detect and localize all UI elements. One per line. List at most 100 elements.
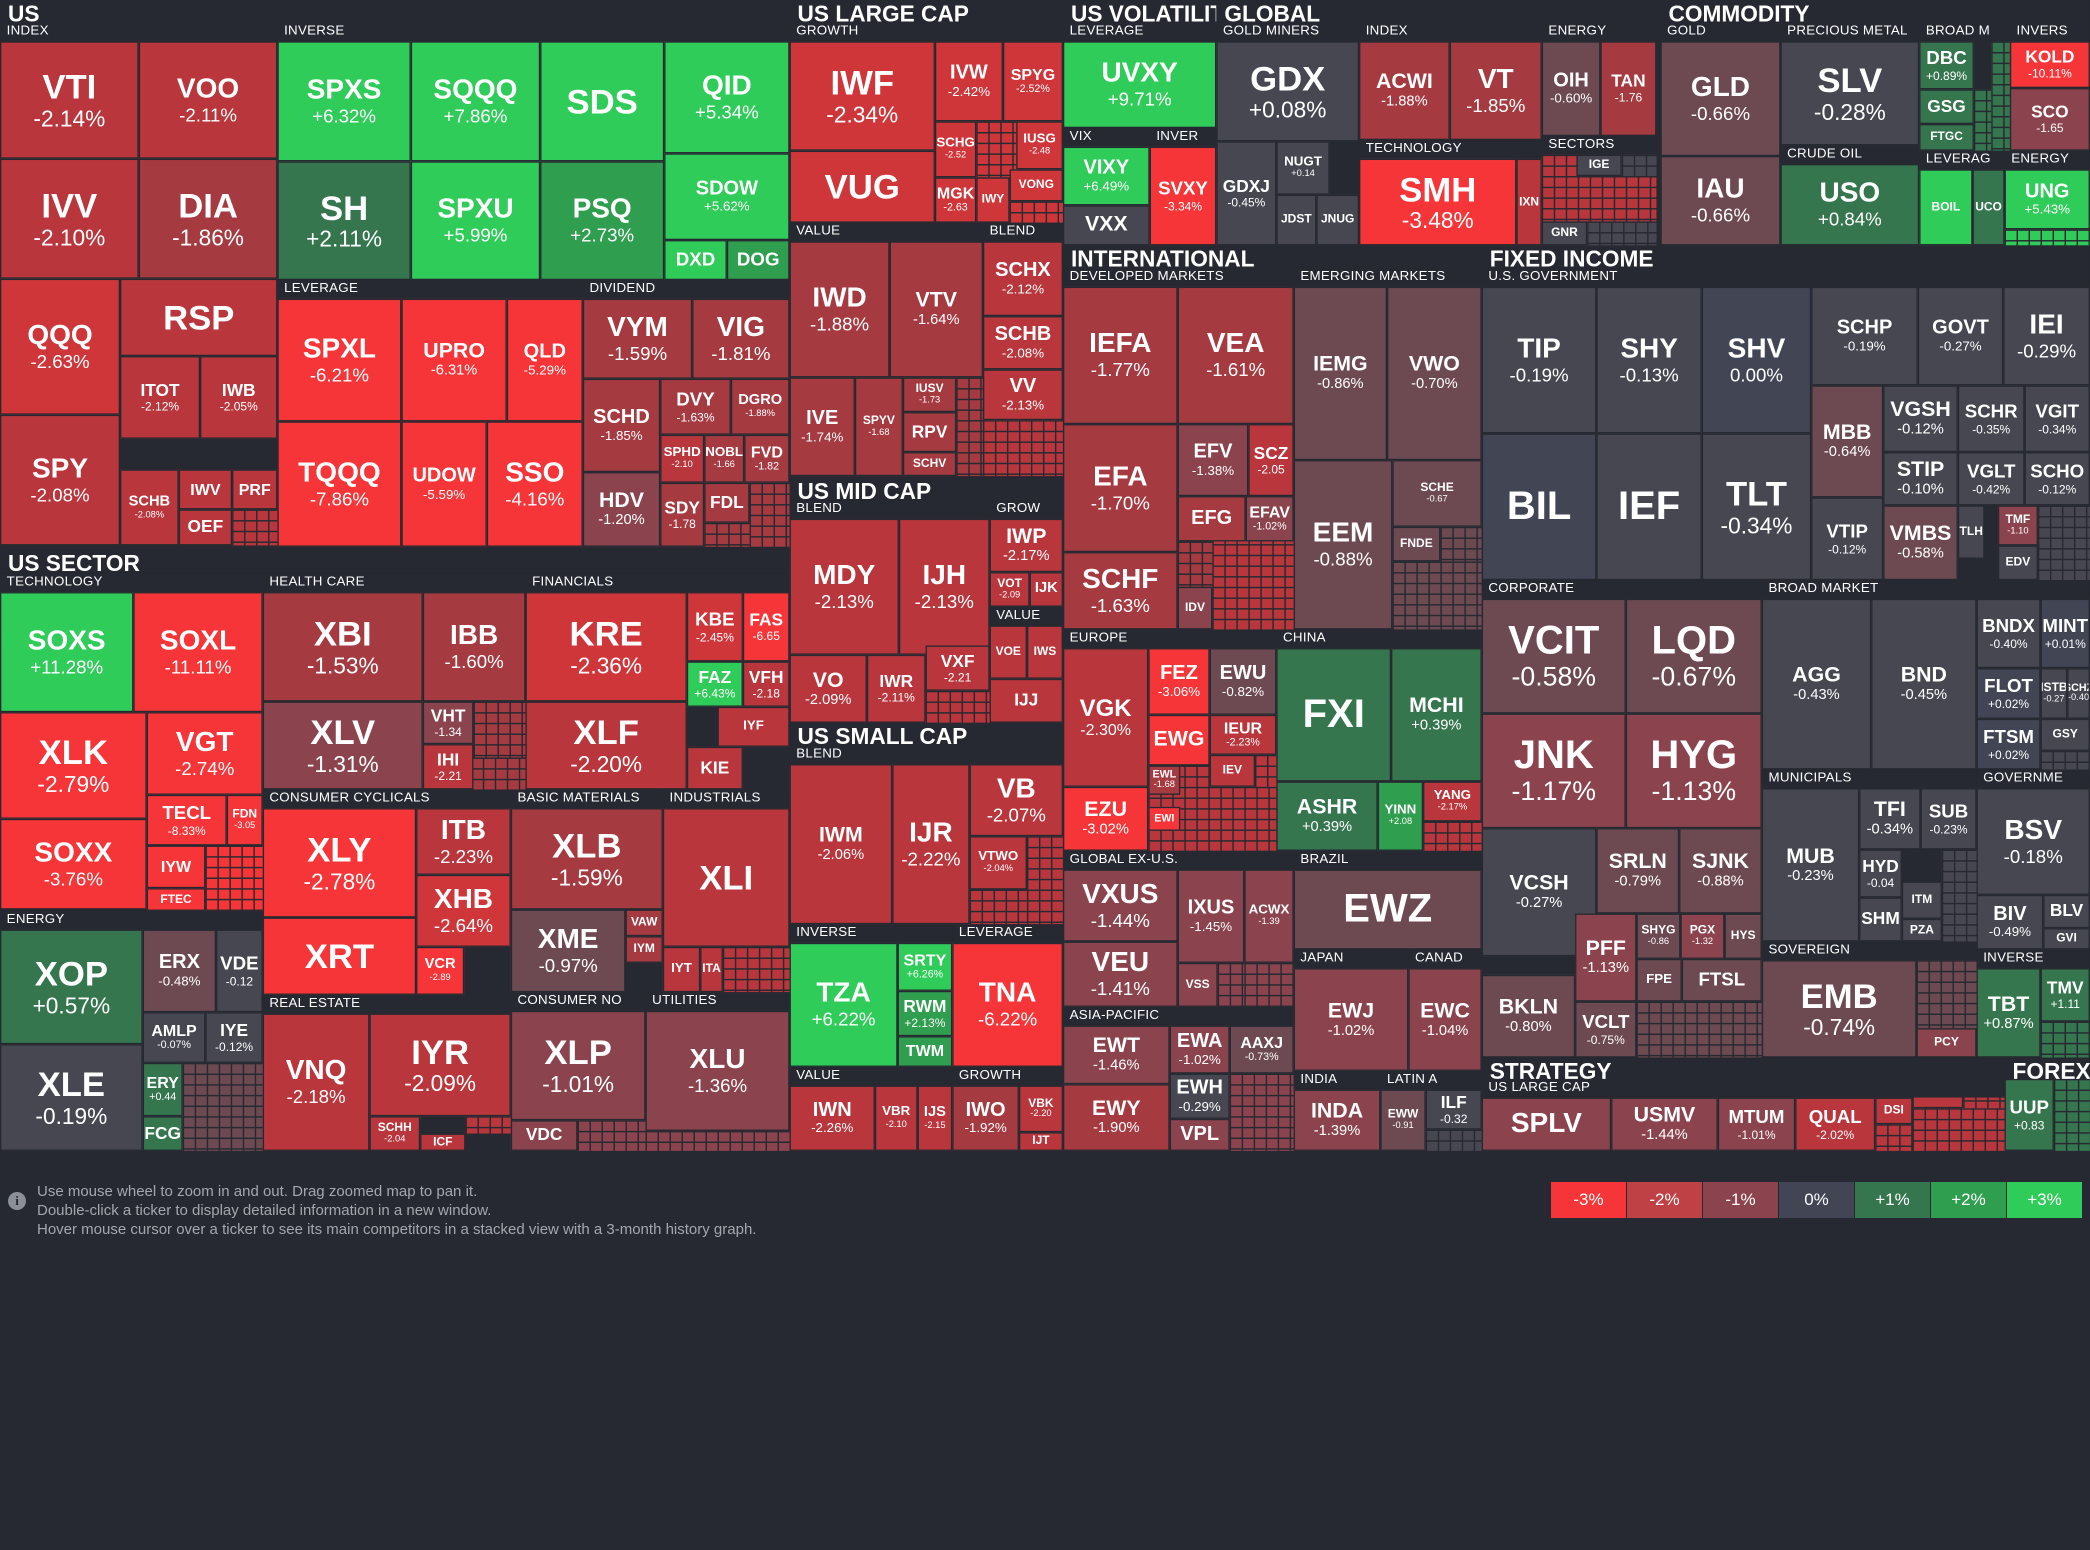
ticker-tile-ashr[interactable]: ASHR +0.39%: [1276, 781, 1378, 851]
ticker-tile-fnde[interactable]: FNDE: [1392, 526, 1441, 562]
ticker-tile-spxl[interactable]: SPXL -6.21%: [277, 298, 402, 422]
ticker-tile-ive[interactable]: IVE -1.74%: [789, 377, 855, 477]
ticker-tile-schb[interactable]: SCHB -2.08%: [120, 469, 179, 546]
ticker-tile-iev[interactable]: IEV: [1209, 754, 1256, 787]
small-tiles-cluster[interactable]: [722, 946, 790, 993]
subgroup-header[interactable]: FINANCIALS: [525, 573, 790, 593]
subgroup-header[interactable]: INDUSTRIALS: [662, 789, 790, 809]
ticker-tile-prf[interactable]: PRF: [232, 469, 278, 510]
ticker-tile-ewu[interactable]: EWU -0.82%: [1209, 648, 1277, 715]
ticker-tile-mchi[interactable]: MCHI +0.39%: [1391, 648, 1482, 782]
ticker-tile-pgx[interactable]: PGX -1.32: [1680, 913, 1725, 959]
small-tiles-cluster[interactable]: [969, 889, 1027, 925]
ticker-tile-vxus[interactable]: VXUS -1.44%: [1062, 869, 1178, 942]
ticker-tile-schx[interactable]: SCHX -2.12%: [982, 241, 1063, 317]
ticker-tile-tmf[interactable]: TMF -1.10: [1997, 505, 2038, 546]
ticker-tile-ivw[interactable]: IVW -2.42%: [934, 41, 1003, 122]
group-header[interactable]: COMMODITY: [1660, 0, 2090, 23]
small-tiles-cluster[interactable]: [1587, 221, 1657, 246]
ticker-tile-fez[interactable]: FEZ -3.06%: [1148, 648, 1210, 715]
ticker-tile-kbe[interactable]: KBE -2.45%: [686, 592, 743, 662]
small-tiles-cluster[interactable]: [205, 845, 263, 911]
ticker-tile-vgt[interactable]: VGT -2.74%: [146, 712, 263, 795]
ticker-tile-uco[interactable]: UCO: [1972, 169, 2005, 246]
ticker-tile-iefa[interactable]: IEFA -1.77%: [1062, 286, 1178, 425]
ticker-tile-ewt[interactable]: EWT -1.46%: [1062, 1025, 1170, 1085]
ticker-tile-sche[interactable]: SCHE -0.67: [1392, 460, 1482, 527]
subgroup-header[interactable]: VALUE: [789, 222, 983, 242]
ticker-tile-gld[interactable]: GLD -0.66%: [1660, 41, 1781, 157]
ticker-tile-vaw[interactable]: VAW: [625, 909, 663, 937]
ticker-tile-vpl[interactable]: VPL: [1169, 1118, 1230, 1151]
small-tiles-cluster[interactable]: [577, 1120, 646, 1151]
small-tiles-cluster[interactable]: [956, 377, 983, 477]
group-header[interactable]: US SMALL CAP: [789, 722, 1063, 746]
ticker-tile-fpe[interactable]: FPE: [1636, 958, 1682, 1002]
ticker-tile-jdst[interactable]: JDST: [1276, 194, 1317, 246]
ticker-tile-xlv[interactable]: XLV -1.31%: [262, 701, 423, 790]
small-tiles-cluster[interactable]: [976, 121, 1017, 178]
ticker-tile-dia[interactable]: DIA -1.86%: [138, 158, 278, 279]
ticker-tile-boil[interactable]: BOIL: [1919, 169, 1973, 246]
ticker-tile-ijr[interactable]: IJR -2.22%: [892, 764, 970, 925]
ticker-tile-nugt[interactable]: NUGT +0.14: [1276, 141, 1330, 195]
ticker-tile-acwx[interactable]: ACWX -1.39: [1244, 869, 1294, 963]
subgroup-header[interactable]: GROW: [989, 500, 1063, 519]
ticker-tile-gnr[interactable]: GNR: [1541, 221, 1588, 246]
subgroup-header[interactable]: BLEND: [789, 500, 990, 519]
ticker-tile-schz[interactable]: SCHZ-0.40: [2067, 668, 2090, 719]
ticker-tile-oef[interactable]: OEF: [178, 509, 233, 546]
ticker-tile-itm[interactable]: ITM: [1901, 881, 1942, 919]
ticker-tile-rwm[interactable]: RWM +2.13%: [897, 990, 953, 1037]
ticker-tile-iyw[interactable]: IYW: [146, 845, 206, 889]
ticker-tile-vcit[interactable]: VCIT -0.58%: [1481, 598, 1626, 714]
subgroup-header[interactable]: TECHNOLOGY: [0, 573, 263, 593]
ticker-tile-ieur[interactable]: IEUR -2.23%: [1209, 714, 1277, 755]
ticker-tile-tfi[interactable]: TFI -0.34%: [1859, 788, 1921, 850]
ticker-tile-shy[interactable]: SHY -0.13%: [1596, 286, 1702, 434]
ticker-tile-ita[interactable]: ITA: [700, 946, 723, 993]
ticker-tile-vxf[interactable]: VXF -2.21: [925, 645, 990, 691]
ticker-tile-fdn[interactable]: FDN -3.05: [226, 794, 263, 846]
ticker-tile-oih[interactable]: OIH -0.60%: [1541, 41, 1601, 137]
ticker-tile-mub[interactable]: MUB -0.23%: [1761, 788, 1860, 942]
subgroup-header[interactable]: CANAD: [1408, 949, 1482, 969]
ticker-tile-tbt[interactable]: TBT +0.87%: [1976, 968, 2041, 1058]
subgroup-header[interactable]: BROAD M: [1919, 22, 2010, 42]
ticker-tile-itot[interactable]: ITOT -2.12%: [120, 356, 201, 439]
ticker-tile-sdy[interactable]: SDY -1.78: [660, 482, 705, 547]
ticker-tile-mdy[interactable]: MDY -2.13%: [789, 518, 899, 655]
ticker-tile-biv[interactable]: BIV -0.49%: [1976, 894, 2044, 950]
ticker-tile-sqqq[interactable]: SQQQ +7.86%: [410, 41, 541, 162]
ticker-tile-ewg[interactable]: EWG: [1148, 714, 1210, 766]
small-tiles-cluster[interactable]: [1217, 962, 1245, 1007]
ticker-tile-schv[interactable]: SCHV: [902, 452, 957, 477]
ticker-tile-gvi[interactable]: GVI: [2043, 928, 2090, 950]
ticker-tile-hys[interactable]: HYS: [1724, 913, 1762, 959]
small-tiles-cluster[interactable]: [2040, 1021, 2090, 1058]
ticker-tile-voe[interactable]: VOE: [989, 625, 1027, 679]
ticker-tile-sdow[interactable]: SDOW +5.62%: [664, 153, 790, 241]
ticker-tile-vo[interactable]: VO -2.09%: [789, 654, 867, 723]
ticker-tile-schg[interactable]: SCHG -2.52: [934, 121, 977, 178]
ticker-tile-tna[interactable]: TNA -6.22%: [952, 942, 1063, 1067]
ticker-tile-ijt[interactable]: IJT: [1018, 1132, 1063, 1151]
subgroup-header[interactable]: BROAD MARKET: [1761, 580, 2090, 599]
ticker-tile-bil[interactable]: BIL: [1481, 433, 1597, 581]
ticker-tile-iemg[interactable]: IEMG -0.86%: [1293, 286, 1388, 461]
ticker-tile-ftsl[interactable]: FTSL: [1681, 958, 1762, 1002]
subgroup-header[interactable]: ENERGY: [0, 910, 263, 930]
ticker-tile-slv[interactable]: SLV -0.28%: [1780, 41, 1920, 146]
ticker-tile-dvy[interactable]: DVY -1.63%: [660, 378, 731, 435]
subgroup-header[interactable]: MUNICIPALS: [1761, 769, 1977, 789]
ticker-tile-iwf[interactable]: IWF -2.34%: [789, 41, 935, 151]
ticker-tile-ung[interactable]: UNG +5.43%: [2004, 169, 2090, 230]
subgroup-header[interactable]: INDEX: [1359, 22, 1542, 42]
ticker-tile-soxs[interactable]: SOXS +11.28%: [0, 592, 134, 713]
ticker-tile-xlb[interactable]: XLB -1.59%: [510, 808, 663, 910]
ticker-tile-schh[interactable]: SCHH -2.04: [369, 1116, 421, 1151]
ticker-tile-vig[interactable]: VIG -1.81%: [692, 298, 790, 379]
ticker-tile-jnk[interactable]: JNK -1.17%: [1481, 713, 1626, 829]
small-tiles-cluster[interactable]: [982, 420, 1063, 477]
ticker-tile-eww[interactable]: EWW -0.91: [1380, 1089, 1426, 1151]
